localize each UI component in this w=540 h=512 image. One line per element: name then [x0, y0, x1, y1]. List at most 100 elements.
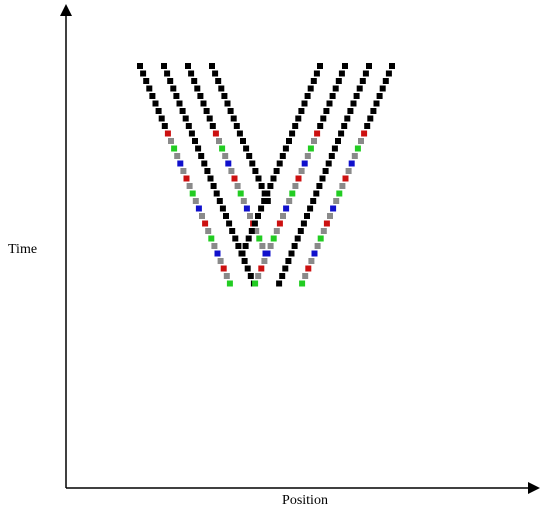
right-trace-cell [348, 160, 355, 167]
right-trace-cell [304, 153, 311, 159]
right-trace-cell [289, 130, 296, 137]
right-trace-cell [305, 265, 312, 272]
right-trace-cell [362, 70, 369, 77]
right-trace-cell [319, 175, 326, 182]
left-trace-cell [185, 123, 192, 129]
right-trace-cell [307, 85, 314, 92]
right-trace-cell [308, 258, 315, 264]
right-trace-cell [282, 145, 289, 152]
left-trace-cell [232, 235, 239, 242]
left-trace-cell [171, 145, 178, 152]
right-trace-cell [311, 250, 318, 257]
left-trace-cell [202, 220, 209, 227]
right-trace-cell [239, 250, 246, 257]
left-trace-cell [204, 168, 211, 174]
right-trace-cell [354, 145, 361, 152]
left-trace-cell [192, 198, 199, 204]
right-trace-cell [335, 78, 342, 84]
right-trace-cell [313, 190, 320, 197]
right-trace-cell [389, 63, 395, 69]
left-trace-cell [143, 78, 150, 84]
right-trace-cell [310, 78, 317, 84]
left-trace-cell [195, 205, 202, 212]
left-trace-cell [203, 108, 210, 114]
left-trace-cell [256, 235, 263, 242]
left-trace-cell [235, 243, 242, 249]
right-trace-cell [345, 168, 352, 174]
left-trace-cell [211, 243, 218, 249]
right-trace-cell [276, 280, 283, 287]
right-trace-cell [261, 258, 268, 264]
right-trace-cell [322, 168, 329, 174]
right-trace-cell [276, 220, 283, 227]
left-trace-cell [264, 198, 271, 204]
left-trace-cell [225, 160, 232, 167]
right-trace-cell [245, 235, 252, 242]
left-trace-cell [180, 168, 187, 174]
right-trace-cell [273, 168, 280, 174]
left-trace-cell [229, 228, 236, 234]
left-trace-cell [177, 160, 184, 167]
left-trace-cell [213, 190, 220, 197]
right-trace-cell [385, 70, 392, 77]
left-trace-cell [216, 138, 222, 144]
right-trace-cell [331, 145, 338, 152]
right-trace-cell [347, 108, 354, 114]
left-trace-cell [167, 78, 174, 84]
left-trace-cell [183, 175, 190, 182]
right-trace-cell [366, 63, 372, 69]
right-trace-cell [339, 183, 346, 189]
left-trace-cell [219, 145, 226, 152]
left-trace-cell [246, 153, 253, 159]
left-trace-cell [224, 100, 231, 107]
left-trace-cell [146, 85, 153, 92]
left-trace-cell [222, 153, 229, 159]
right-trace-cell [255, 273, 262, 279]
left-trace-cell [152, 100, 159, 107]
left-trace-cell [230, 115, 237, 122]
right-trace-cell [280, 213, 286, 219]
right-trace-cell [310, 198, 317, 204]
right-trace-cell [279, 153, 286, 159]
x-axis-label: Position [282, 493, 328, 508]
left-trace-cell [207, 175, 214, 182]
left-trace-cell [185, 63, 191, 69]
right-trace-cell [330, 205, 337, 212]
right-trace-cell [285, 258, 292, 264]
right-trace-cell [376, 93, 383, 99]
right-trace-cell [356, 85, 363, 92]
right-trace-cell [258, 205, 265, 212]
left-trace-cell [161, 123, 168, 129]
right-trace-cell [292, 183, 299, 189]
left-trace-cell [226, 280, 233, 287]
right-trace-cell [336, 190, 343, 197]
left-trace-cell [208, 235, 215, 242]
left-trace-cell [194, 85, 201, 92]
right-trace-cell [329, 93, 336, 99]
left-trace-cell [182, 115, 189, 122]
left-trace-cell [253, 228, 260, 234]
right-trace-cell [301, 100, 308, 107]
left-trace-cell [201, 160, 208, 167]
right-trace-cell [326, 100, 333, 107]
right-trace-cell [270, 235, 277, 242]
right-trace-cell [298, 108, 305, 114]
left-trace-cell [240, 198, 247, 204]
left-trace-cell [209, 63, 215, 69]
left-trace-cell [186, 183, 193, 189]
left-trace-cell [226, 220, 233, 227]
right-trace-cell [370, 108, 377, 114]
right-trace-cell [327, 213, 333, 219]
right-trace-cell [291, 243, 298, 249]
right-trace-cell [341, 123, 348, 129]
left-trace-cell [209, 123, 216, 129]
left-trace-cell [197, 93, 204, 99]
right-trace-cell [359, 78, 366, 84]
right-trace-cell [382, 78, 389, 84]
left-trace-cell [195, 145, 202, 152]
left-trace-cell [173, 93, 180, 99]
right-trace-cell [323, 220, 330, 227]
left-trace-cell [164, 70, 171, 77]
right-trace-cell [379, 85, 386, 92]
